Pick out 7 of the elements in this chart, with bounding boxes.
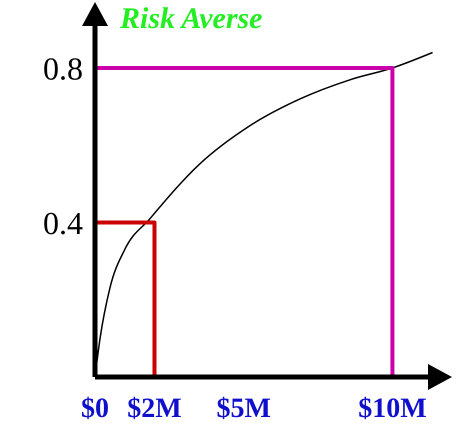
- x-tick-label: $10M: [358, 392, 427, 424]
- x-tick-label: $5M: [216, 392, 271, 424]
- x-tick-label: $0: [81, 392, 109, 424]
- chart-title: Risk Averse: [120, 2, 262, 36]
- y-tick-label: 0.4: [43, 204, 83, 241]
- y-tick-label: 0.8: [43, 50, 83, 86]
- x-tick-label: $2M: [127, 392, 182, 424]
